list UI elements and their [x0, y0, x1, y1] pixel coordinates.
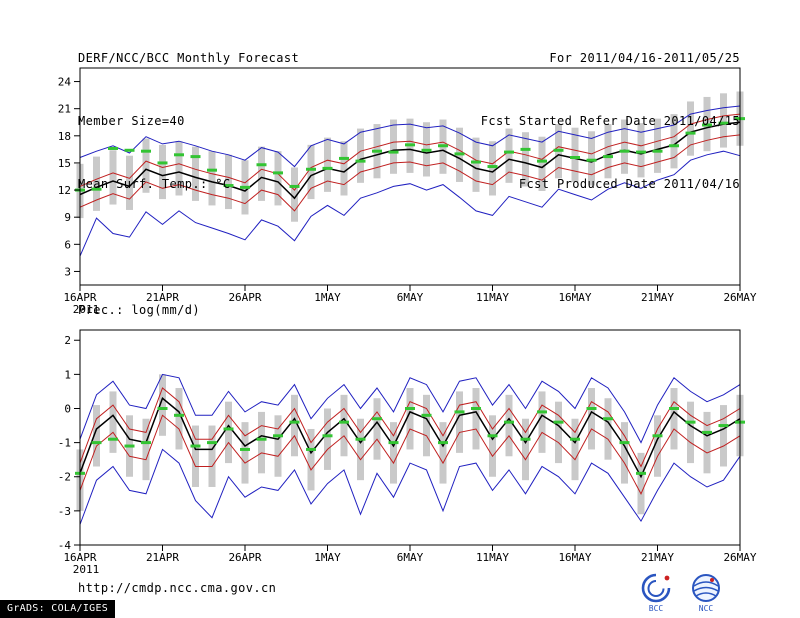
svg-text:21: 21 — [58, 103, 71, 116]
svg-text:21APR: 21APR — [146, 291, 179, 304]
source-url-text: http://cmdp.ncc.cma.gov.cn — [78, 581, 277, 595]
svg-text:21MAY: 21MAY — [641, 291, 674, 304]
svg-text:2011: 2011 — [73, 563, 100, 576]
header-left: DERF/NCC/BCC Monthly Forecast Member Siz… — [78, 6, 299, 237]
forecast-range-label: For 2011/04/16-2011/05/25 — [549, 51, 740, 65]
produced-date-label: Fcst Produced Date 2011/04/16 — [518, 177, 740, 191]
page-title: DERF/NCC/BCC Monthly Forecast — [78, 51, 300, 65]
member-size-label: Member Size=40 — [78, 114, 185, 128]
svg-text:2011: 2011 — [73, 303, 100, 316]
svg-text:12: 12 — [58, 184, 71, 197]
svg-text:NCC: NCC — [699, 604, 714, 613]
svg-text:0: 0 — [64, 402, 71, 415]
svg-text:1MAY: 1MAY — [314, 291, 341, 304]
svg-text:1MAY: 1MAY — [314, 551, 341, 564]
grads-credit-badge: GrADS: COLA/IGES — [0, 600, 116, 618]
svg-text:21MAY: 21MAY — [641, 551, 674, 564]
precip-panel-title: Prec.: log(mm/d) — [78, 303, 200, 317]
svg-text:26APR: 26APR — [228, 551, 261, 564]
svg-text:-2: -2 — [58, 471, 71, 484]
svg-text:3: 3 — [64, 265, 71, 278]
svg-text:-1: -1 — [58, 437, 71, 450]
svg-text:6: 6 — [64, 238, 71, 251]
svg-text:6MAY: 6MAY — [397, 551, 424, 564]
svg-text:16APR: 16APR — [63, 551, 96, 564]
svg-text:16APR: 16APR — [63, 291, 96, 304]
svg-text:15: 15 — [58, 157, 71, 170]
bcc-logo-icon: BCC — [641, 573, 671, 613]
svg-text:BCC: BCC — [649, 604, 664, 613]
svg-text:11MAY: 11MAY — [476, 551, 509, 564]
refer-date-label: Fcst Started Refer Date 2011/04/15 — [480, 114, 740, 128]
svg-text:26MAY: 26MAY — [723, 551, 756, 564]
svg-text:11MAY: 11MAY — [476, 291, 509, 304]
svg-text:2: 2 — [64, 334, 71, 347]
svg-text:16MAY: 16MAY — [558, 551, 591, 564]
svg-text:26MAY: 26MAY — [723, 291, 756, 304]
svg-text:9: 9 — [64, 211, 71, 224]
svg-text:-3: -3 — [58, 505, 71, 518]
header-right: For 2011/04/16-2011/05/25 Fcst Started R… — [481, 6, 740, 237]
svg-text:16MAY: 16MAY — [558, 291, 591, 304]
svg-text:26APR: 26APR — [228, 291, 261, 304]
svg-text:24: 24 — [58, 76, 72, 89]
temp-panel-title: Mean Surf. Temp.: °C — [78, 177, 231, 191]
svg-text:1: 1 — [64, 368, 71, 381]
svg-text:18: 18 — [58, 130, 71, 143]
svg-text:21APR: 21APR — [146, 551, 179, 564]
ncc-logo-icon: NCC — [692, 574, 720, 613]
svg-text:6MAY: 6MAY — [397, 291, 424, 304]
svg-text:-4: -4 — [58, 539, 72, 552]
